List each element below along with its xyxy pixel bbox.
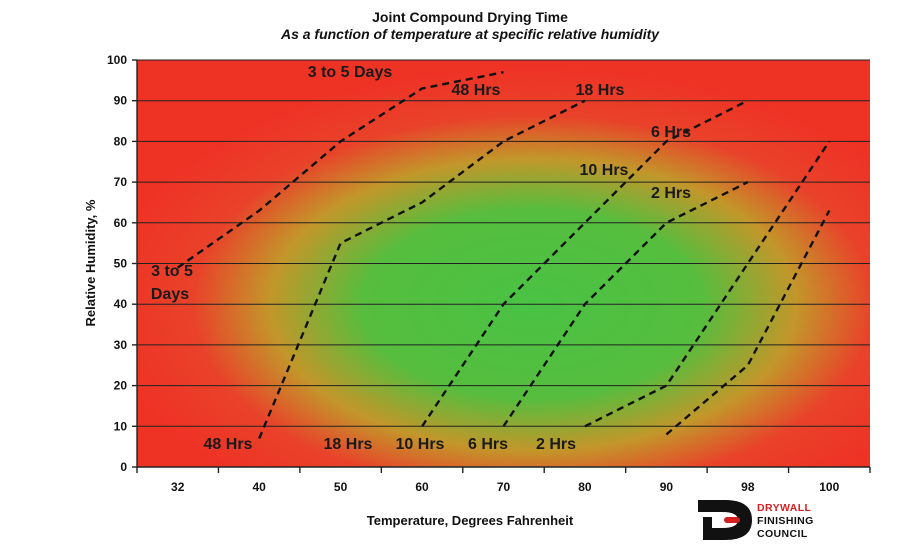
y-tick-20: 20 <box>114 379 128 393</box>
curve-label-2-hrs-0: 2 Hrs <box>536 436 576 453</box>
logo-line1: DRYWALL <box>757 502 812 514</box>
curve-label-48-hrs-0: 48 Hrs <box>204 436 253 453</box>
curve-48-hrs <box>258 99 586 439</box>
y-tick-labels: 0 10 20 30 40 50 60 70 80 90 100 <box>107 53 127 474</box>
curve-label-2-hrs-1: 2 Hrs <box>651 185 691 202</box>
y-tick-50: 50 <box>114 257 128 271</box>
y-tick-10: 10 <box>114 419 128 433</box>
curve-label-3-to-5-days-2: 3 to 5 Days <box>308 64 393 81</box>
y-tick-30: 30 <box>114 338 128 352</box>
logo-line3: COUNCIL <box>757 528 808 540</box>
curve-label-10-hrs-1: 10 Hrs <box>580 162 629 179</box>
drywall-finishing-council-logo: DRYWALL FINISHING COUNCIL <box>698 500 814 540</box>
curve-10-hrs <box>502 181 749 427</box>
curve-label-6-hrs-1: 6 Hrs <box>651 124 691 141</box>
curve-label-3-to-5-days-0: 3 to 5 <box>151 263 193 280</box>
logo-accent-icon <box>724 517 740 523</box>
y-axis-label: Relative Humidity, % <box>83 199 98 326</box>
x-tick-50: 50 <box>334 480 348 494</box>
x-tick-70: 70 <box>497 480 511 494</box>
curve-3-to-5-days <box>177 71 504 269</box>
curve-label-18-hrs-1: 18 Hrs <box>576 82 625 99</box>
curve-label-18-hrs-0: 18 Hrs <box>324 436 373 453</box>
curve-label-48-hrs-1: 48 Hrs <box>452 82 501 99</box>
logo-bar-icon <box>703 517 712 540</box>
x-tick-90: 90 <box>660 480 674 494</box>
chart-title: Joint Compound Drying Time <box>372 9 568 25</box>
y-tick-60: 60 <box>114 216 128 230</box>
x-tick-98: 98 <box>741 480 755 494</box>
y-tick-40: 40 <box>114 297 128 311</box>
y-tick-100: 100 <box>107 53 127 67</box>
curve-18-hrs <box>421 99 749 427</box>
axes <box>136 60 871 473</box>
logo-line2: FINISHING <box>757 515 814 527</box>
chart-subtitle: As a function of temperature at specific… <box>280 26 660 42</box>
x-tick-80: 80 <box>578 480 592 494</box>
x-axis-label: Temperature, Degrees Fahrenheit <box>367 513 574 528</box>
curve-label-10-hrs-0: 10 Hrs <box>396 436 445 453</box>
x-tick-40: 40 <box>252 480 266 494</box>
drying-curves <box>177 71 831 439</box>
curve-labels: 3 to 5 Days 3 to 5 Days 48 Hrs 48 Hrs 18 Hrs 1… <box>151 64 691 453</box>
y-tick-0: 0 <box>120 460 127 474</box>
x-tick-32: 32 <box>171 480 185 494</box>
curve-label-6-hrs-0: 6 Hrs <box>468 436 508 453</box>
x-tick-labels: 32 40 50 60 70 80 90 98 100 <box>171 480 840 494</box>
y-tick-90: 90 <box>114 94 128 108</box>
y-tick-70: 70 <box>114 175 128 189</box>
x-tick-100: 100 <box>819 480 839 494</box>
curve-label-3-to-5-days-1: Days <box>151 286 189 303</box>
y-tick-80: 80 <box>114 134 128 148</box>
x-tick-60: 60 <box>415 480 429 494</box>
